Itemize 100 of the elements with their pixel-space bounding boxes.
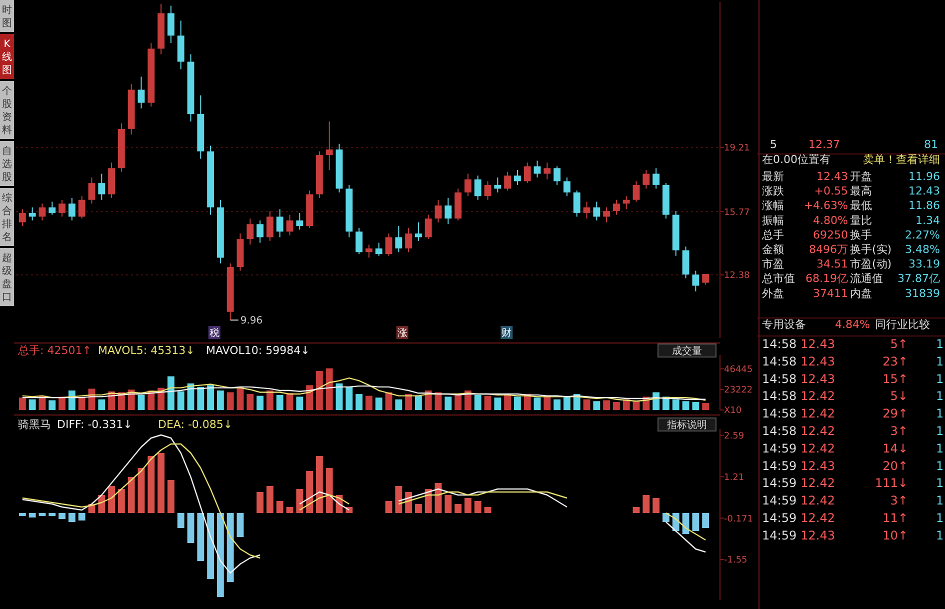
candlestick [484,180,492,200]
y-tick-label: 23222 [724,386,753,396]
bar [365,396,372,410]
bar [108,486,116,513]
candlestick [603,206,610,223]
text: 4.84% [835,318,870,331]
text: 总市值 [761,272,795,286]
bar [58,513,66,519]
text: +0.55 [814,184,848,198]
text: 在0.00位置有 [762,153,830,166]
series-label: DEA: -0.085↓ [158,418,233,431]
bar [484,396,492,410]
candlestick [514,170,521,186]
text: 12.43 [800,458,835,473]
candlestick [286,214,294,236]
bar [28,513,36,518]
candlestick [554,166,561,186]
bar [632,401,640,410]
bar [226,392,234,410]
text: MAVOL10: 59984↓ [206,344,310,357]
bar [395,399,402,410]
y-tick-label: 19.21 [724,144,750,154]
bar [405,394,412,410]
text: 换手(实) [850,243,892,256]
bar [296,489,304,513]
y-tick-label: 12.38 [724,271,750,282]
text: 12.43 [800,354,835,368]
candlestick [563,176,570,197]
text: 14:59 [762,441,797,456]
text: 3↑ [890,424,908,438]
bar [158,453,165,513]
text: 12.42 [800,424,835,438]
text: 1 [936,476,944,490]
bar [356,394,363,410]
candlestick [138,76,145,109]
bar [474,501,482,513]
bar [38,513,46,516]
bar [177,391,184,410]
bar [642,495,650,513]
candlestick [464,173,472,197]
bar [702,402,710,410]
text: 涨跌 [762,184,784,198]
candlestick [167,5,174,44]
text: 23↑ [882,354,908,368]
text: 14:59 [762,476,797,490]
text: 11.86 [908,199,940,212]
bar [316,456,323,513]
annotation: 涨 [397,327,408,339]
bar [138,468,145,513]
annotation: 财 [502,327,512,339]
candlestick [395,226,402,253]
bar [128,477,135,513]
text: 1 [936,406,944,421]
candlestick [544,162,551,180]
text: 12.42 [800,441,835,456]
candlestick [424,214,432,240]
candlestick [622,196,630,210]
bar [296,396,304,410]
text: 33.19 [908,258,940,271]
bar [18,398,26,410]
text: K线图 [2,39,12,76]
text: 3↑ [890,494,908,508]
bar [216,513,224,597]
annotation: 成交量 [672,345,702,357]
text: 68.19亿 [806,272,848,286]
annotation: 指标说明 [666,419,707,431]
text: 外盘 [762,286,784,300]
text: 1 [936,441,944,456]
bar [68,390,76,410]
candlestick [326,120,333,170]
annotation: 9.96 [240,316,263,327]
bar [464,390,472,410]
text: 37411 [813,286,848,300]
text: 5 [770,138,777,151]
candlestick [504,171,512,192]
text: 金额 [762,243,784,256]
text: 12.37 [808,138,840,151]
text: 最新 [762,170,784,183]
candlestick [58,199,66,218]
text: 5↑ [890,337,908,351]
text: 综合排名 [2,192,12,243]
text: 自选股 [2,145,12,183]
text: 最低 [850,199,872,212]
text: 12.43 [816,170,848,183]
bar [504,394,512,410]
text: 涨幅 [762,199,784,212]
text: 81 [924,138,938,151]
bar [326,368,333,410]
bar [494,398,502,410]
text: 20↑ [882,458,908,473]
text: 1 [936,494,944,508]
text: 1 [936,511,944,525]
candlestick [385,232,392,256]
y-tick-label: 46445 [724,364,753,375]
text: 12.43 [908,184,940,198]
bar [454,504,462,513]
text: 31839 [905,286,940,300]
bar [78,398,86,410]
bar [197,386,204,410]
text: +4.63% [804,199,848,212]
